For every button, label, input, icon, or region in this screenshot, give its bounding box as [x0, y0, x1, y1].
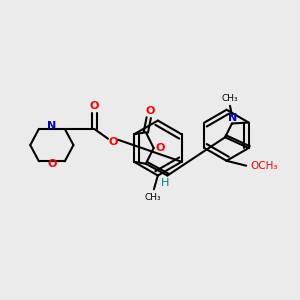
- Text: O: O: [90, 101, 99, 111]
- Text: CH₃: CH₃: [145, 193, 161, 202]
- Text: OCH₃: OCH₃: [250, 161, 278, 171]
- Text: N: N: [47, 121, 56, 131]
- Text: N: N: [228, 112, 238, 123]
- Text: O: O: [47, 159, 56, 169]
- Text: O: O: [145, 106, 154, 116]
- Text: CH₃: CH₃: [222, 94, 238, 103]
- Text: H: H: [161, 178, 169, 188]
- Text: O: O: [156, 143, 165, 153]
- Text: O: O: [108, 137, 118, 147]
